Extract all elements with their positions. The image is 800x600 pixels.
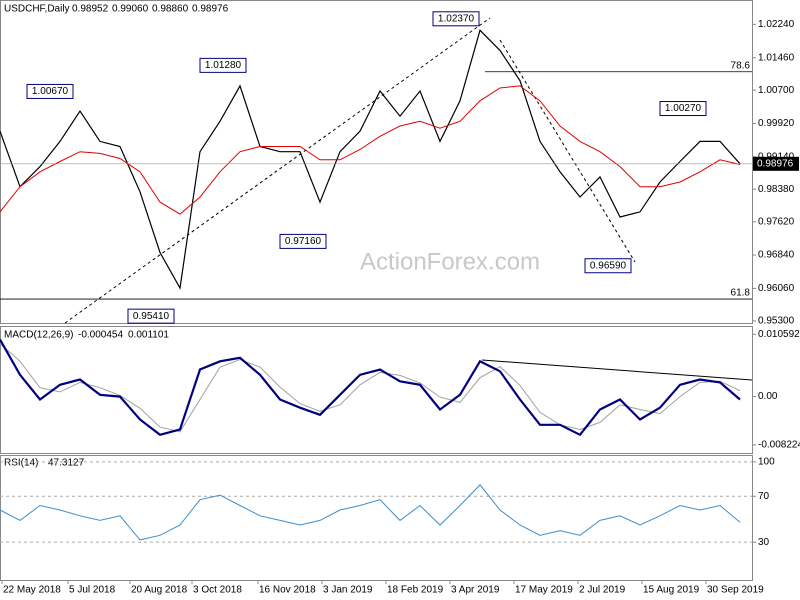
price-callout-label: 1.00670 (32, 86, 69, 97)
price-callout (127, 308, 175, 324)
ohlc-value: 0.99060 (112, 4, 149, 15)
series-line (0, 484, 741, 541)
price-callout-label: 1.02370 (438, 13, 475, 24)
x-tick-label: 3 Oct 2018 (193, 585, 242, 596)
price-callout-label: 1.00270 (665, 103, 702, 114)
x-tick-label: 30 Sep 2019 (707, 585, 764, 596)
price-callout (199, 57, 247, 73)
price-callout (659, 101, 707, 117)
macd-title: MACD(12,26,9) (4, 330, 73, 341)
y-tick-label: -0.008224 (758, 440, 800, 451)
x-tick-label: 18 Feb 2019 (387, 585, 444, 596)
series-line (0, 343, 741, 433)
x-tick-label: 17 May 2019 (515, 585, 573, 596)
y-tick-label: 0.00 (758, 391, 778, 402)
price-panel (0, 0, 753, 324)
fib-label: 78.6 (731, 60, 751, 71)
price-callout-label: 0.95410 (133, 311, 170, 322)
y-tick-label: 0.96840 (758, 250, 795, 261)
y-tick-label: 70 (758, 491, 770, 502)
price-callout (279, 233, 327, 249)
rsi-reading: 47.3127 (48, 458, 85, 469)
x-tick-label: 16 Nov 2018 (259, 585, 316, 596)
x-tick-label: 22 May 2018 (3, 585, 61, 596)
x-tick-label: 15 Aug 2019 (643, 585, 700, 596)
price-callout (26, 83, 74, 99)
y-tick-label: 30 (758, 537, 770, 548)
y-tick-label: 0.96060 (758, 283, 795, 294)
x-tick-label: 3 Apr 2019 (451, 585, 500, 596)
macd-reading: 0.001101 (128, 330, 169, 341)
price-callout (584, 258, 632, 274)
macd-trend-line (481, 359, 753, 381)
rsi-panel (0, 455, 753, 581)
price-callout-label: 0.96590 (590, 260, 627, 271)
chart-title: USDCHF,Daily (4, 4, 70, 15)
last-price-label: 0.98976 (757, 158, 794, 169)
fib-label: 61.8 (731, 288, 751, 299)
price-callout-label: 1.01280 (205, 60, 242, 71)
series-line (0, 29, 741, 290)
macd-panel (0, 326, 753, 454)
ohlc-value: 0.98976 (192, 4, 229, 15)
y-tick-label: 0.99920 (758, 118, 795, 129)
ohlc-value: 0.98952 (72, 4, 109, 15)
price-callout (432, 11, 480, 27)
y-tick-label: 1.00700 (758, 85, 795, 96)
y-tick-label: 0.97620 (758, 216, 795, 227)
ohlc-value: 0.98860 (152, 4, 189, 15)
series-line (0, 338, 741, 437)
x-tick-label: 5 Jul 2018 (69, 585, 116, 596)
y-tick-label: 100 (758, 457, 775, 468)
x-tick-label: 2 Jul 2019 (579, 585, 626, 596)
y-tick-label: 1.01460 (758, 52, 795, 63)
y-tick-label: 0.95300 (758, 316, 795, 327)
y-tick-label: 1.02240 (758, 19, 795, 30)
trend-line (499, 39, 636, 263)
watermark: ActionForex.com (360, 248, 540, 275)
price-callout-label: 0.97160 (285, 236, 322, 247)
last-price-tag (753, 156, 799, 171)
y-tick-label: 0.010592 (758, 329, 800, 340)
y-tick-label: 0.98380 (758, 184, 795, 195)
macd-reading: -0.000454 (78, 330, 123, 341)
x-tick-label: 20 Aug 2018 (131, 585, 188, 596)
series-line (0, 85, 741, 215)
rsi-title: RSI(14) (4, 458, 38, 469)
x-tick-label: 3 Jan 2019 (323, 585, 373, 596)
